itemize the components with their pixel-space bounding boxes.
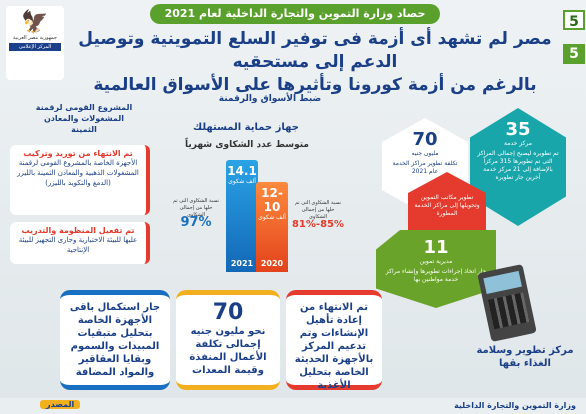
headline: مصر لم تشهد أى أزمة فى توفير السلع التمو… bbox=[70, 28, 560, 97]
pct-2021-label: نسبة الشكاوى التى تم حلها من إجمالى الشك… bbox=[172, 198, 220, 218]
headline-line-2: بالرغم من أزمة كورونا وتأثيرها على الأسو… bbox=[93, 75, 537, 95]
source-label: المصدر bbox=[40, 400, 81, 409]
pct-2020-label: نسبة الشكاوى التى تم حلها من إجمالى الشك… bbox=[294, 200, 342, 220]
hex-development-desc: تطوير مكاتب التموين وتحويلها إلى مراكز ا… bbox=[414, 194, 480, 217]
hex-70-sub: مليون جنيه bbox=[411, 150, 439, 157]
national-project-title: المشروع القومى لرقمنة المشغولات والمعادن… bbox=[35, 103, 133, 134]
bottom-box-rehab: تم الانتهاء من إعادة تأهيل الإنشاءات وتم… bbox=[286, 290, 382, 391]
hex-35-sub: مركز خدمة bbox=[504, 140, 532, 147]
bar-2021-year: 2021 bbox=[230, 259, 254, 268]
hex-11-directorates: 11 مديرية تموين جار اتخاذ إجراءات تطويره… bbox=[376, 230, 496, 308]
bottom-box-cost: 70 نحو مليون جنيه إجمالى تكلفة الأعمال ا… bbox=[176, 290, 280, 390]
bar-2020-year: 2020 bbox=[260, 259, 284, 268]
bar-2021: 14.1 ألف شكوى 2021 bbox=[226, 160, 258, 272]
section-subtitle: ضبط الأسواق والرقمنة bbox=[218, 94, 322, 104]
hex-35-desc: تم تطويره ليصبح إجمالى المراكز التى تم ت… bbox=[477, 150, 559, 181]
consumer-protection-subtitle: متوسط عدد الشكاوى شهرياً bbox=[185, 140, 309, 150]
hex-11-desc: جار اتخاذ إجراءات تطويرها وإنشاء مراكز خ… bbox=[385, 268, 487, 283]
bottom-box-cost-text: نحو مليون جنيه إجمالى تكلفة الأعمال المن… bbox=[189, 326, 267, 376]
pct-2020-block: نسبة الشكاوى التى تم حلها من إجمالى الشك… bbox=[291, 200, 344, 230]
footer: المصدر وزارة التموين والتجارة الداخلية bbox=[0, 398, 586, 414]
bar-2020: 12-10 ألف شكوى 2020 bbox=[256, 182, 288, 272]
logo-text-country: جمهورية مصر العربية bbox=[13, 35, 57, 41]
ministry-logo: 🦅 جمهورية مصر العربية المركز الإعلامى bbox=[6, 6, 64, 80]
bar-2020-unit: ألف شكوى bbox=[258, 214, 286, 221]
bar-2021-value: 14.1 bbox=[227, 164, 257, 178]
pct-2020-value: 85%-81% bbox=[291, 219, 344, 230]
bar-2020-value: 12-10 bbox=[261, 186, 283, 214]
pos-terminal-icon bbox=[477, 263, 537, 343]
hex-11-sub: مديرية تموين bbox=[419, 258, 453, 265]
bottom-box-rehab-text: تم الانتهاء من إعادة تأهيل الإنشاءات وتم… bbox=[294, 302, 374, 391]
section-number-badge: 5 bbox=[563, 44, 585, 64]
pct-2021-value: 97% bbox=[180, 215, 212, 230]
bar-2021-unit: ألف شكوى bbox=[228, 178, 256, 185]
project-box-training: تم تفعيل المنظومة والتدريب عليها للبيئة … bbox=[10, 222, 150, 264]
hex-11-number: 11 bbox=[423, 237, 449, 258]
eagle-icon: 🦅 bbox=[21, 10, 49, 35]
project-box-training-head: تم تفعيل المنظومة والتدريب bbox=[21, 226, 135, 235]
hex-70-number: 70 bbox=[412, 129, 438, 150]
logo-text-center: المركز الإعلامى bbox=[9, 43, 61, 51]
project-box-training-body: عليها للبيئة الاختبارية وجارى التجهيز لل… bbox=[18, 236, 138, 254]
hex-70-desc: تكلفة تطوير مراكز الخدمة عام 2021 bbox=[392, 160, 458, 175]
ministry-name: وزارة التموين والتجارة الداخلية bbox=[454, 401, 576, 410]
bottom-box-equipment-text: جار استكمال باقى الأجهزة الخاصة بتحليل م… bbox=[69, 302, 161, 378]
headline-line-1: مصر لم تشهد أى أزمة فى توفير السلع التمو… bbox=[78, 29, 552, 72]
page-number-badge: 5 bbox=[563, 10, 585, 30]
project-box-installation-body: الأجهزة الخاصة بالمشروع القومى لرقمنة ال… bbox=[17, 159, 139, 187]
hex-35-number: 35 bbox=[505, 119, 531, 140]
project-box-installation: تم الانتهاء من توريد وتركيب الأجهزة الخا… bbox=[10, 145, 150, 215]
bottom-box-cost-number: 70 bbox=[212, 300, 244, 325]
pct-2021-block: نسبة الشكاوى التى تم حلها من إجمالى الشك… bbox=[170, 198, 222, 230]
consumer-protection-title: جهاز حماية المستهلك bbox=[193, 122, 299, 133]
project-box-installation-head: تم الانتهاء من توريد وتركيب bbox=[23, 149, 133, 158]
top-title-bar: حصاد وزارة التموين والتجارة الداخلية لعا… bbox=[150, 4, 440, 24]
bottom-box-equipment: جار استكمال باقى الأجهزة الخاصة بتحليل م… bbox=[60, 290, 170, 390]
food-safety-center-title: مركز تطوير وسلامة الغذاء بقها bbox=[476, 345, 574, 369]
